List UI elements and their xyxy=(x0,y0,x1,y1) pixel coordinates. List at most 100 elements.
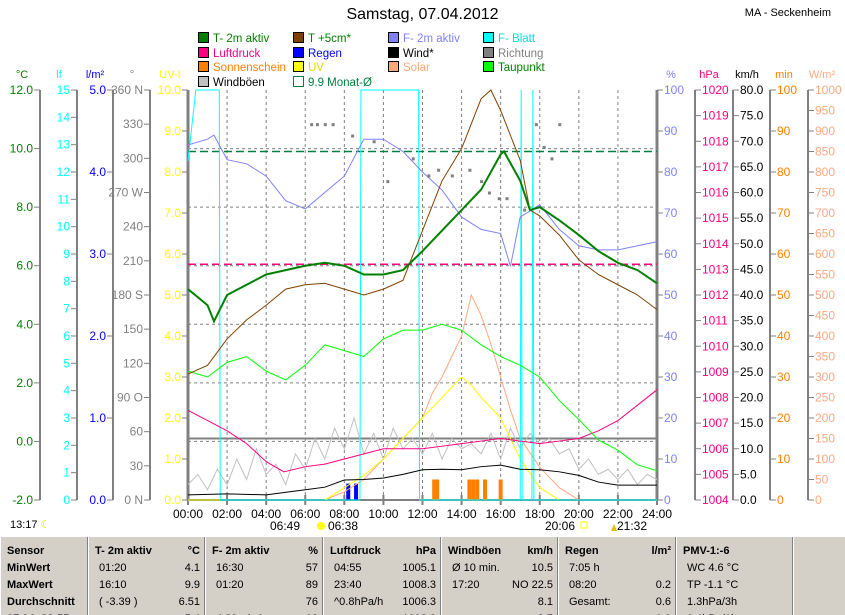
tick-label: 6.0 xyxy=(164,247,181,261)
series-f-2m-aktiv xyxy=(187,134,658,267)
tick-label: 0 xyxy=(664,493,671,507)
direction-dot xyxy=(437,168,441,172)
tick-label: 2.0 xyxy=(89,329,106,343)
legend-item: Solar xyxy=(388,61,430,74)
tick-label: 1012 xyxy=(702,288,729,302)
series-f-blatt xyxy=(187,89,657,501)
tick-label: 600 xyxy=(815,247,835,261)
tick-label: 0 N xyxy=(124,493,143,507)
legend-label: Wind* xyxy=(403,47,434,60)
direction-dot xyxy=(427,174,431,178)
tick-label: 650 xyxy=(815,227,835,241)
table-value: 8.1 xyxy=(537,596,553,608)
column-header: F- 2m aktiv xyxy=(212,545,270,557)
tick-label: 2 xyxy=(63,438,70,452)
tick-label: 20.0 xyxy=(740,391,764,405)
direction-dot xyxy=(331,123,335,127)
tick-label: 1000 xyxy=(815,83,842,97)
table-value: 5.4 xyxy=(185,613,200,615)
table-column: Luftdruck hPa 04:55 1005.1 23:40 1008.3 ^0.8hP… xyxy=(323,537,442,615)
column-header: Luftdruck xyxy=(330,545,381,557)
legend-swatch xyxy=(293,61,304,72)
direction-dot xyxy=(386,180,390,184)
tick-label: 45.0 xyxy=(740,262,764,276)
table-cell: 23:40 xyxy=(334,579,362,591)
tick-label: 7.0 xyxy=(164,206,181,220)
tick-label: 300 xyxy=(815,370,835,384)
direction-dot xyxy=(523,208,527,212)
tick-label: 120 xyxy=(123,356,143,370)
tick-label: 11 xyxy=(58,192,71,206)
direction-dot xyxy=(372,140,376,144)
tick-label: 0 xyxy=(63,493,70,507)
tick-label: 550 xyxy=(815,268,835,282)
axis-unit: l/m² xyxy=(86,69,105,81)
x-tick-label: 10:00 xyxy=(368,507,398,521)
bar-regen xyxy=(346,483,351,500)
direction-dot xyxy=(505,197,509,201)
tick-label: 200 xyxy=(815,411,835,425)
legend-swatch xyxy=(198,32,209,43)
tick-label: 1018 xyxy=(702,134,729,148)
tick-label: 50 xyxy=(777,288,791,302)
legend-item: Wind* xyxy=(388,46,434,60)
moon-arrow-icon xyxy=(611,524,617,531)
tick-label: 850 xyxy=(815,145,835,159)
tick-label: 40.0 xyxy=(740,288,764,302)
legend-swatch xyxy=(483,46,494,58)
tick-label: 330 xyxy=(123,117,143,131)
time-label: 13:17 xyxy=(10,519,38,531)
station-name: MA - Seckenheim xyxy=(744,7,831,19)
table-value: NO 22.5 xyxy=(512,579,553,591)
legend-item: Regen xyxy=(293,46,342,60)
legend-swatch xyxy=(388,46,399,58)
table-cell: 07.04.-22:55 xyxy=(7,613,69,615)
tick-label: 800 xyxy=(815,165,835,179)
legend-item: 9.9 Monat-Ø xyxy=(293,75,372,89)
tick-label: 150 xyxy=(123,322,143,336)
tick-label: 5.0 xyxy=(89,83,106,97)
tick-label: 7 xyxy=(63,302,70,316)
legend-item: Taupunkt xyxy=(483,61,545,74)
tick-label: 8 xyxy=(63,274,70,288)
table-cell: 0.4hPa/1h xyxy=(687,613,737,615)
tick-label: 13 xyxy=(57,138,71,152)
table-cell: 4.39 g/m³ xyxy=(216,613,262,615)
table-value: 1008.3 xyxy=(402,613,436,615)
tick-label: 5.0 xyxy=(164,288,181,302)
bar-sonnenschein xyxy=(467,479,472,500)
x-tick-label: 24:00 xyxy=(642,507,672,521)
table-column: F- 2m aktiv% 16:30 57 01:20 89 76 4.39 g/m³ 63 xyxy=(205,537,324,615)
legend-label: F- 2m aktiv xyxy=(403,33,460,45)
x-tick-label: 18:00 xyxy=(525,507,555,521)
tick-label: 55.0 xyxy=(740,211,764,225)
series-luftdruck xyxy=(187,389,658,473)
tick-label: 1016 xyxy=(702,186,729,200)
tick-label: 40 xyxy=(664,329,678,343)
tick-label: 10.0 xyxy=(10,142,34,156)
column-unit: l/m² xyxy=(651,545,671,557)
tick-label: -2.0 xyxy=(12,493,33,507)
table-value: 1008.3 xyxy=(402,579,436,591)
tick-label: 3.0 xyxy=(89,247,106,261)
tick-label: 270 W xyxy=(108,186,143,200)
legend-swatch xyxy=(198,46,209,58)
tick-label: 350 xyxy=(815,350,835,364)
series-wind- xyxy=(187,464,657,496)
table-value: 0.0 xyxy=(656,613,671,615)
series-uv xyxy=(188,376,657,501)
legend-item: UV xyxy=(293,61,324,74)
table-column: T- 2m aktiv °C 01:20 4.1 16:10 9.9 ( -3.39 ) 6.… xyxy=(88,537,206,615)
table-cell: MaxWert xyxy=(7,579,53,591)
x-tick-label: 22:00 xyxy=(603,507,633,521)
direction-dot xyxy=(534,123,538,127)
axis-unit: °C xyxy=(16,69,28,81)
tick-label: 100 xyxy=(664,83,684,97)
direction-dot xyxy=(351,134,355,138)
tick-label: 1009 xyxy=(702,365,729,379)
tick-label: 10 xyxy=(57,220,71,234)
tick-label: 30 xyxy=(130,459,144,473)
tick-label: 1017 xyxy=(702,160,729,174)
tick-label: 1013 xyxy=(702,262,729,276)
tick-label: 450 xyxy=(815,309,835,323)
